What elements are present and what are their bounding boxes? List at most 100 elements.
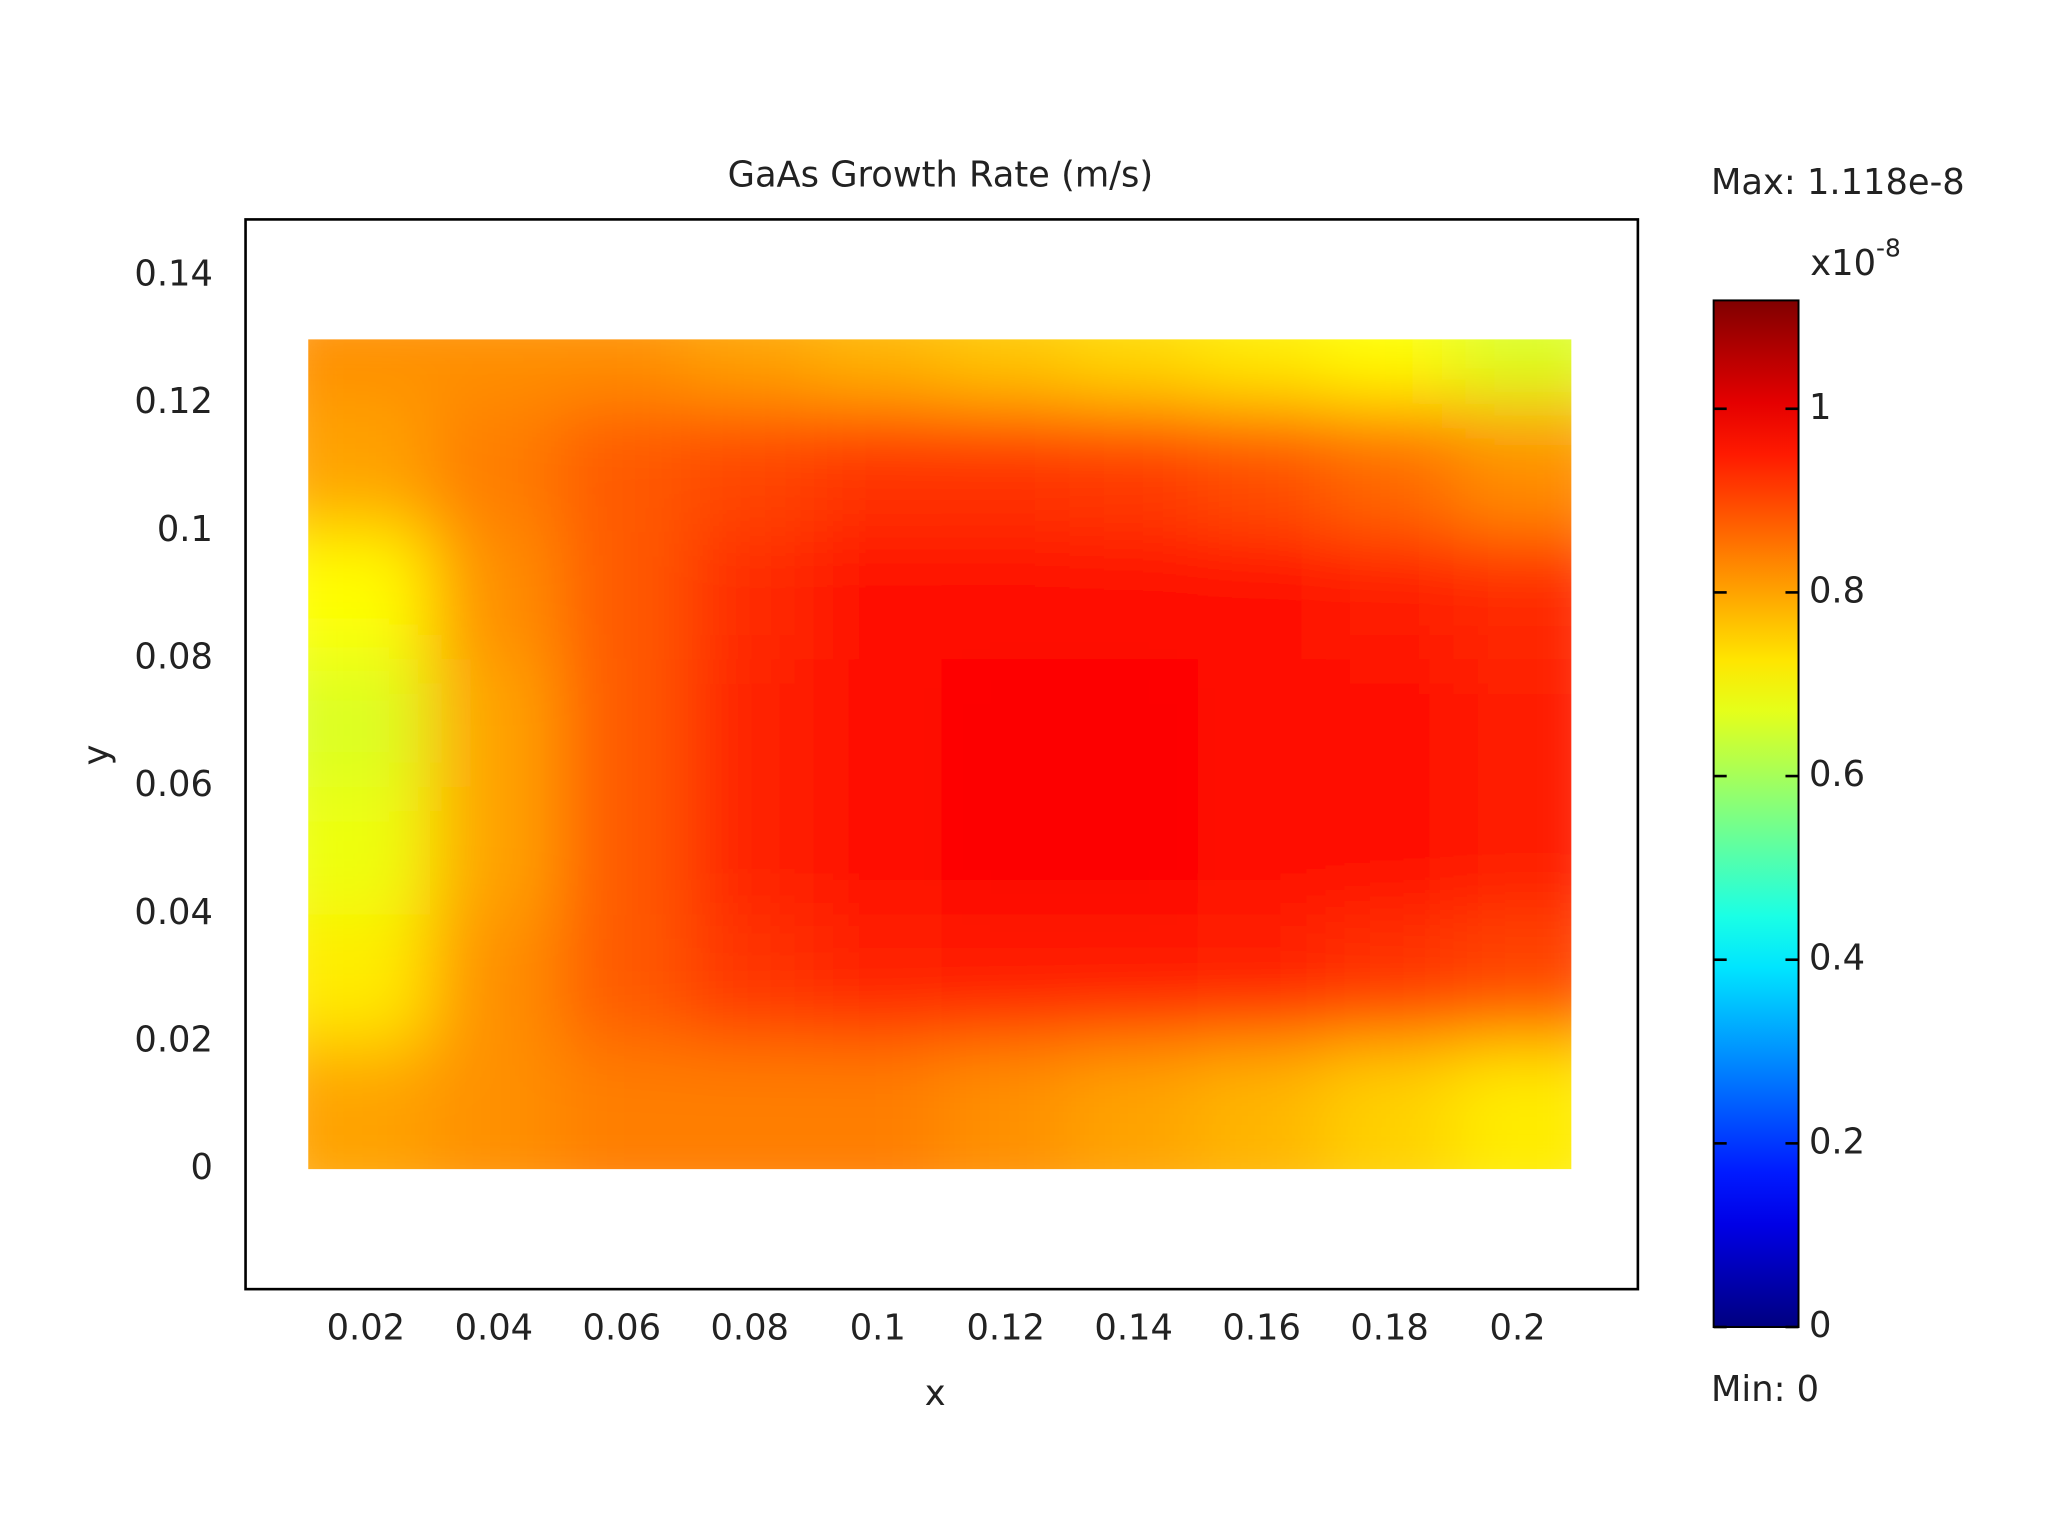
colorbar-tick-label: 0.4: [1809, 938, 1865, 979]
heatmap-cell: [941, 403, 1071, 532]
y-tick-label: 0.04: [134, 892, 213, 933]
colorbar-tick-label: 0.8: [1809, 570, 1865, 611]
heatmap-cell: [1069, 530, 1199, 660]
heatmap-cell: [813, 786, 943, 915]
heatmap-cell: [1197, 913, 1327, 1043]
heatmap-cell: [308, 1041, 431, 1170]
heatmap-cell: [1197, 339, 1327, 404]
heatmap-cell: [557, 658, 687, 787]
x-tick-label: 0.04: [455, 1308, 534, 1349]
heatmap-cell: [813, 339, 943, 404]
x-tick-label: 0.08: [711, 1308, 790, 1349]
heatmap-cell: [1325, 403, 1455, 532]
y-tick-label: 0.14: [134, 254, 213, 295]
y-tick-label: 0.12: [134, 381, 213, 422]
y-tick-label: 0.08: [134, 637, 213, 678]
colorbar-tick-label: 0: [1809, 1305, 1831, 1346]
heatmap-cell: [941, 1041, 1071, 1170]
heatmap-cell: [1325, 913, 1455, 1043]
heatmap-cell: [941, 786, 1071, 915]
heatmap-cell: [1453, 403, 1572, 532]
heatmap-cell: [1453, 1041, 1572, 1170]
heatmap-cell: [685, 339, 815, 404]
heatmap-cell: [557, 913, 687, 1043]
heatmap-cell: [429, 530, 559, 660]
x-tick-label: 0.14: [1094, 1308, 1173, 1349]
heatmap-cell: [813, 913, 943, 1043]
x-axis-label: x: [925, 1373, 946, 1414]
heatmap-cell: [685, 913, 815, 1043]
y-tick-label: 0.1: [157, 509, 213, 550]
heatmap-cell: [685, 403, 815, 532]
y-axis-label: y: [76, 745, 117, 766]
heatmap: [308, 339, 1572, 1170]
heatmap-cell: [557, 403, 687, 532]
heatmap-cell: [429, 403, 559, 532]
heatmap-cells: [308, 339, 1572, 1170]
heatmap-cell: [308, 339, 431, 404]
heatmap-cell: [685, 786, 815, 915]
heatmap-cell: [308, 530, 431, 660]
heatmap-cell: [429, 786, 559, 915]
heatmap-cell: [557, 339, 687, 404]
heatmap-cell: [1453, 913, 1572, 1043]
heatmap-cell: [813, 1041, 943, 1170]
y-tick-label: 0.06: [134, 764, 213, 805]
heatmap-cell: [941, 913, 1071, 1043]
max-label: Max: 1.118e-8: [1711, 162, 1965, 203]
y-tick-label: 0.02: [134, 1020, 213, 1061]
multiplier-exponent: -8: [1876, 233, 1901, 262]
heatmap-cell: [1069, 1041, 1199, 1170]
heatmap-cell: [1453, 658, 1572, 787]
heatmap-cell: [941, 530, 1071, 660]
heatmap-cell: [429, 339, 559, 404]
heatmap-cell: [685, 1041, 815, 1170]
heatmap-cell: [557, 1041, 687, 1170]
heatmap-cell: [308, 403, 431, 532]
heatmap-cell: [429, 658, 559, 787]
heatmap-cell: [1069, 658, 1199, 787]
heatmap-cell: [308, 913, 431, 1043]
x-tick-label: 0.02: [327, 1308, 405, 1349]
heatmap-cell: [813, 530, 943, 660]
heatmap-cell: [308, 658, 431, 787]
min-label: Min: 0: [1711, 1369, 1819, 1410]
heatmap-cell: [557, 786, 687, 915]
x-tick-label: 0.12: [966, 1308, 1045, 1349]
heatmap-cell: [1069, 339, 1199, 404]
heatmap-cell: [1325, 339, 1455, 404]
heatmap-cell: [1197, 786, 1327, 915]
x-tick-label: 0.2: [1490, 1308, 1546, 1349]
heatmap-cell: [1325, 1041, 1455, 1170]
heatmap-cell: [1453, 339, 1572, 404]
heatmap-cell: [941, 658, 1071, 787]
heatmap-cell: [1325, 530, 1455, 660]
heatmap-cell: [1453, 530, 1572, 660]
heatmap-cell: [429, 913, 559, 1043]
heatmap-cell: [429, 1041, 559, 1170]
heatmap-cell: [1197, 1041, 1327, 1170]
y-tick-label: 0: [190, 1147, 212, 1188]
heatmap-cell: [1325, 658, 1455, 787]
heatmap-cell: [813, 403, 943, 532]
heatmap-cell: [557, 530, 687, 660]
heatmap-cell: [685, 658, 815, 787]
x-tick-label: 0.18: [1350, 1308, 1429, 1349]
heatmap-cell: [1197, 658, 1327, 787]
heatmap-cell: [1069, 913, 1199, 1043]
colorbar-tick-label: 0.6: [1809, 754, 1865, 795]
colorbar-multiplier: x10-8: [1810, 233, 1900, 284]
colorbar-tick-label: 0.2: [1809, 1121, 1865, 1162]
colorbar: [1712, 299, 1800, 1328]
heatmap-cell: [1453, 786, 1572, 915]
heatmap-cell: [1197, 530, 1327, 660]
chart-title: GaAs Growth Rate (m/s): [728, 154, 1154, 195]
x-tick-label: 0.1: [850, 1308, 906, 1349]
heatmap-cell: [1197, 403, 1327, 532]
colorbar-tick-label: 1: [1809, 387, 1831, 428]
x-tick-label: 0.16: [1222, 1308, 1301, 1349]
heatmap-cell: [941, 339, 1071, 404]
heatmap-cell: [813, 658, 943, 787]
heatmap-cell: [1069, 403, 1199, 532]
